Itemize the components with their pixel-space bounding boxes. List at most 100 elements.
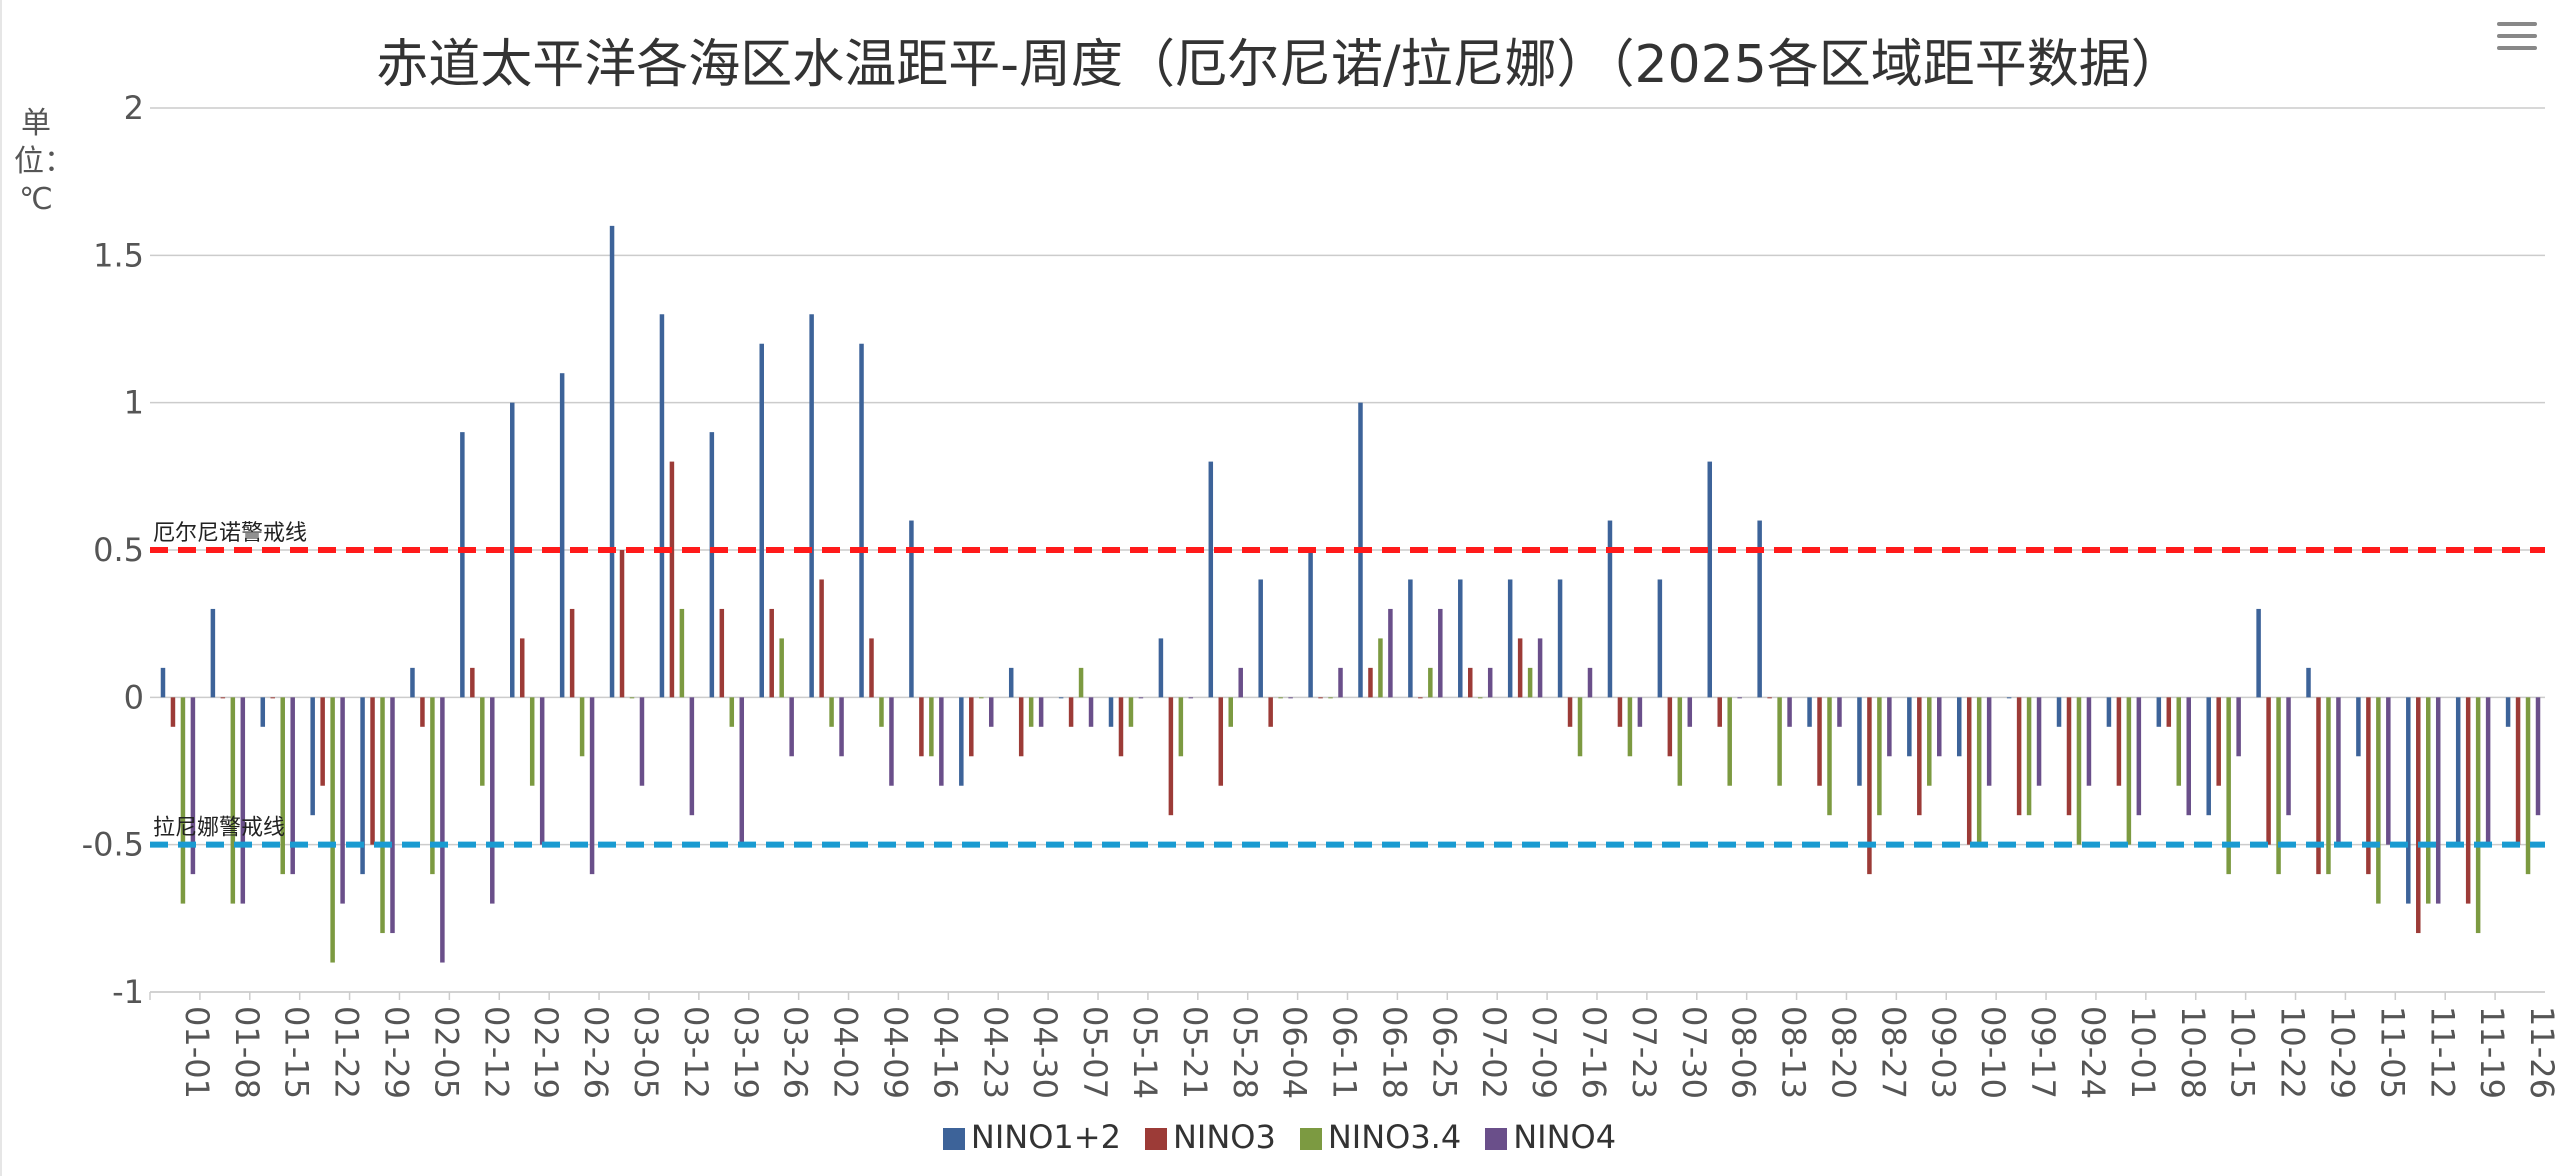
x-tick-label: 10-22 bbox=[2274, 1006, 2312, 1099]
legend-label: NINO1+2 bbox=[970, 1118, 1121, 1156]
x-tick-label: 04-23 bbox=[976, 1006, 1014, 1099]
legend-item-nino12[interactable]: NINO1+2 bbox=[942, 1118, 1121, 1156]
bar-nino3-04-23 bbox=[969, 697, 974, 757]
bar-nino12-03-26 bbox=[759, 343, 764, 698]
bar-nino4-05-07 bbox=[1088, 697, 1094, 727]
bar-nino34-08-27 bbox=[1877, 697, 1882, 816]
x-tick-label: 08-06 bbox=[1725, 1006, 1763, 1099]
bar-nino34-09-10 bbox=[1976, 697, 1982, 845]
bar-nino12-05-28 bbox=[1208, 461, 1214, 698]
bar-nino3-03-19 bbox=[719, 608, 725, 698]
bar-nino34-05-07 bbox=[1078, 667, 1084, 698]
x-tick-label: 09-10 bbox=[1974, 1006, 2012, 1099]
bar-nino34-03-19 bbox=[729, 697, 735, 727]
bar-nino34-06-25 bbox=[1428, 667, 1433, 698]
bar-nino3-02-05 bbox=[420, 697, 425, 727]
bar-nino3-11-05 bbox=[2366, 697, 2371, 875]
x-tick-label: 10-08 bbox=[2174, 1006, 2212, 1099]
y-tick-label: -0.5 bbox=[82, 826, 144, 864]
bar-nino3-11-26 bbox=[2515, 697, 2521, 845]
bar-nino12-01-08 bbox=[210, 608, 216, 698]
legend-item-nino34[interactable]: NINO3.4 bbox=[1299, 1118, 1461, 1156]
bar-nino34-09-17 bbox=[2026, 697, 2032, 816]
bar-nino34-06-18 bbox=[1378, 638, 1383, 698]
x-tick-label: 03-12 bbox=[677, 1006, 715, 1099]
bar-nino34-02-19 bbox=[529, 697, 535, 786]
hamburger-menu-icon[interactable] bbox=[2497, 22, 2537, 54]
bar-nino3-10-29 bbox=[2316, 697, 2321, 875]
x-tick-label: 09-03 bbox=[1924, 1006, 1962, 1099]
legend-label: NINO4 bbox=[1513, 1118, 1617, 1156]
bar-nino12-04-16 bbox=[909, 520, 914, 698]
bar-nino12-08-27 bbox=[1857, 697, 1862, 786]
bar-nino4-07-02 bbox=[1487, 667, 1493, 698]
x-tick-label: 03-05 bbox=[627, 1006, 665, 1099]
bar-nino4-08-13 bbox=[1787, 697, 1792, 727]
x-tick-label: 05-21 bbox=[1176, 1006, 1214, 1099]
bar-nino4-04-30 bbox=[1038, 697, 1044, 727]
legend-item-nino4[interactable]: NINO4 bbox=[1485, 1118, 1616, 1156]
bar-nino3-01-22 bbox=[320, 697, 325, 786]
bar-nino3-10-08 bbox=[2166, 697, 2172, 727]
la-nina-threshold-label: 拉尼娜警戒线 bbox=[153, 816, 285, 841]
bar-nino4-05-21 bbox=[1188, 697, 1194, 699]
bar-nino3-01-29 bbox=[370, 697, 375, 845]
bar-nino4-09-03 bbox=[1937, 697, 1942, 757]
bar-nino4-05-28 bbox=[1238, 667, 1243, 698]
bar-nino4-03-19 bbox=[739, 697, 745, 845]
bar-nino3-06-25 bbox=[1418, 697, 1423, 699]
bar-nino34-07-16 bbox=[1577, 697, 1583, 757]
bar-nino12-11-26 bbox=[2505, 697, 2511, 727]
bar-nino4-10-29 bbox=[2336, 697, 2341, 845]
bar-nino34-03-05 bbox=[629, 697, 635, 699]
x-tick-label: 04-16 bbox=[926, 1006, 964, 1099]
bar-nino4-09-24 bbox=[2086, 697, 2092, 786]
bar-nino4-02-12 bbox=[490, 697, 495, 904]
bar-nino12-11-05 bbox=[2356, 697, 2361, 757]
bar-nino12-05-21 bbox=[1158, 638, 1164, 698]
legend: NINO1+2 NINO3 NINO3.4 NINO4 bbox=[0, 1118, 2559, 1156]
bar-nino12-07-16 bbox=[1557, 579, 1563, 698]
bar-nino34-03-12 bbox=[679, 608, 685, 698]
bar-nino4-04-16 bbox=[939, 697, 944, 786]
bar-nino12-04-23 bbox=[959, 697, 964, 786]
legend-item-nino3[interactable]: NINO3 bbox=[1144, 1118, 1276, 1156]
x-tick-label: 07-09 bbox=[1525, 1006, 1563, 1099]
bar-nino3-10-22 bbox=[2266, 697, 2271, 845]
bar-nino3-09-24 bbox=[2066, 697, 2072, 816]
bar-nino12-02-19 bbox=[510, 402, 515, 698]
bar-nino4-04-09 bbox=[889, 697, 894, 786]
bar-nino12-06-04 bbox=[1258, 579, 1263, 698]
bar-nino34-10-22 bbox=[2276, 697, 2281, 875]
bar-nino12-01-01 bbox=[160, 667, 166, 698]
bar-nino34-11-12 bbox=[2425, 697, 2431, 904]
bar-nino3-10-01 bbox=[2116, 697, 2122, 786]
bar-nino3-09-03 bbox=[1917, 697, 1922, 816]
y-tick-label: 0 bbox=[124, 678, 144, 716]
bar-nino34-04-23 bbox=[979, 697, 984, 699]
bar-nino34-03-26 bbox=[779, 638, 784, 698]
bar-nino3-05-07 bbox=[1068, 697, 1074, 727]
bar-nino3-09-10 bbox=[1966, 697, 1972, 845]
bar-nino34-05-21 bbox=[1178, 697, 1184, 757]
bar-nino4-10-15 bbox=[2236, 697, 2241, 757]
x-tick-label: 11-12 bbox=[2423, 1006, 2461, 1099]
x-tick-label: 10-15 bbox=[2224, 1006, 2262, 1099]
bar-nino4-11-26 bbox=[2535, 697, 2541, 816]
bar-nino34-07-02 bbox=[1477, 697, 1483, 699]
bar-nino12-11-19 bbox=[2455, 697, 2461, 845]
bar-nino3-01-08 bbox=[220, 697, 226, 699]
x-tick-label: 01-01 bbox=[178, 1006, 216, 1099]
bar-nino12-08-06 bbox=[1707, 461, 1713, 698]
bar-nino12-03-19 bbox=[709, 432, 715, 698]
bar-nino12-04-09 bbox=[859, 343, 864, 698]
bar-nino34-06-11 bbox=[1328, 697, 1333, 699]
bar-nino4-01-08 bbox=[240, 697, 246, 904]
x-tick-label: 10-29 bbox=[2323, 1006, 2361, 1099]
bar-nino4-04-23 bbox=[988, 697, 994, 727]
bar-nino12-08-20 bbox=[1807, 697, 1812, 727]
bar-nino3-05-21 bbox=[1168, 697, 1174, 816]
bar-nino3-02-12 bbox=[470, 667, 475, 698]
y-tick-label: 1.5 bbox=[93, 236, 144, 274]
bar-nino34-08-20 bbox=[1827, 697, 1832, 816]
